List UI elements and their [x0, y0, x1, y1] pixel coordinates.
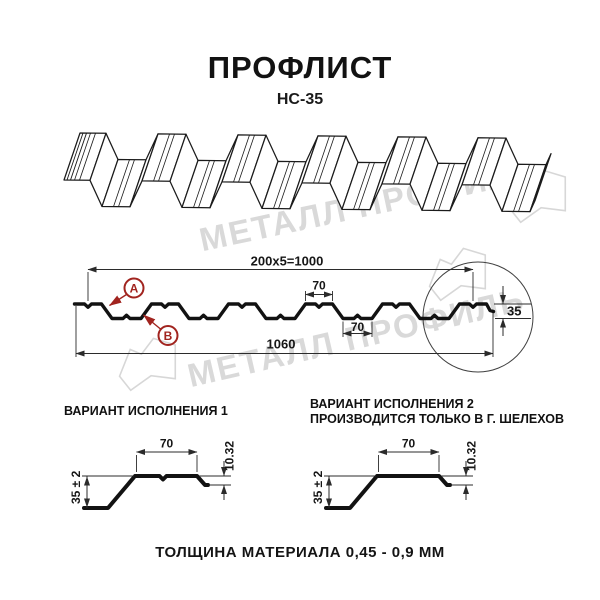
sheet3d-groove-line	[438, 163, 455, 211]
variant-2-dim-lip: 10.32	[441, 441, 479, 500]
profiled-sheet-3d-view	[63, 132, 552, 213]
dimension-crest-width: 70	[305, 279, 333, 301]
variant-1-dim-lip-label: 10.32	[223, 441, 237, 471]
variant-2-profile	[324, 474, 452, 510]
sheet3d-groove-line	[74, 132, 91, 181]
sheet3d-groove-line	[518, 164, 535, 212]
dimension-total-width: 1060	[75, 306, 494, 357]
sheet3d-groove-line	[70, 132, 87, 181]
sheet3d-groove-line	[198, 160, 215, 208]
sheet3d-groove-line	[153, 133, 170, 182]
variant-2-dim-top: 70	[378, 437, 440, 472]
dimension-height: 35	[494, 286, 531, 336]
dimension-cover-width: 200x5=1000	[87, 254, 474, 301]
variant-2-dim-top-label: 70	[402, 437, 416, 451]
page-title: ПРОФЛИСТ	[207, 50, 393, 85]
sheet3d-groove-line	[113, 159, 130, 207]
callout-a-label: А	[130, 282, 139, 296]
dim-label-cover-width: 200x5=1000	[251, 254, 324, 269]
variant-1-dim-lip: 10.32	[199, 441, 237, 500]
sheet3d-groove-line	[118, 159, 135, 207]
variant-1-dim-height-label: 35 ± 2	[69, 470, 83, 504]
sheet3d-groove-line	[513, 164, 530, 212]
callout-b: В	[142, 314, 179, 346]
variant-2-heading: ВАРИАНТ ИСПОЛНЕНИЯ 2 ПРОИЗВОДИТСЯ ТОЛЬКО…	[310, 397, 564, 427]
variant-1-dim-height: 35 ± 2	[69, 470, 134, 508]
sheet3d-groove-line	[353, 162, 370, 210]
dim-label-valley-width: 70	[351, 320, 365, 334]
sheet3d-groove-line	[238, 134, 255, 183]
dim-label-total-width: 1060	[267, 337, 296, 352]
sheet3d-groove-line	[79, 133, 96, 181]
sheet3d-groove-line	[473, 137, 490, 186]
sheet3d-groove-line	[233, 134, 250, 183]
callout-b-label: В	[164, 329, 173, 343]
sheet3d-groove-line	[193, 160, 210, 208]
sheet3d-groove-line	[393, 136, 410, 185]
variant-2-dim-lip-label: 10.32	[465, 441, 479, 471]
dim-label-crest-width: 70	[312, 279, 326, 293]
callout-a: А	[108, 277, 145, 307]
cross-section-view: 200x5=1000 70 70 1060	[72, 254, 534, 373]
variant-2-dim-height: 35 ± 2	[311, 470, 376, 508]
profile-code: НС-35	[276, 91, 324, 108]
variant-1-heading: ВАРИАНТ ИСПОЛНЕНИЯ 1	[64, 404, 228, 418]
variant-2-detail: 70 10.32 35 ± 2	[311, 437, 479, 510]
sheet3d-groove-line	[278, 161, 295, 209]
dim-label-height: 35	[507, 304, 521, 319]
cross-section-profile	[72, 302, 496, 321]
sheet3d-groove-line	[398, 136, 415, 185]
sheet3d-groove-line	[318, 135, 335, 184]
material-thickness-note: ТОЛЩИНА МАТЕРИАЛА 0,45 - 0,9 ММ	[155, 544, 445, 561]
sheet3d-groove-line	[358, 162, 375, 210]
variant-1-dim-top: 70	[136, 437, 198, 472]
dimension-valley-width: 70	[342, 320, 373, 337]
variant-2-heading-line2: ПРОИЗВОДИТСЯ ТОЛЬКО В Г. ШЕЛЕХОВ	[310, 412, 565, 426]
sheet3d-groove-line	[273, 161, 290, 209]
sheet3d-groove-line	[433, 163, 450, 211]
variant-2-dim-height-label: 35 ± 2	[311, 470, 325, 504]
sheet3d-groove-line	[313, 135, 330, 184]
variant-1-dim-top-label: 70	[160, 437, 174, 451]
variant-2-heading-line1: ВАРИАНТ ИСПОЛНЕНИЯ 2	[310, 397, 474, 411]
sheet3d-face	[529, 153, 552, 213]
variant-1-profile	[82, 474, 210, 510]
sheet3d-groove-line	[478, 137, 495, 186]
sheet3d-groove-line	[66, 132, 84, 181]
sheet3d-groove-line	[158, 134, 175, 182]
variant-1-detail: 70 10.32 35 ± 2	[69, 437, 237, 510]
